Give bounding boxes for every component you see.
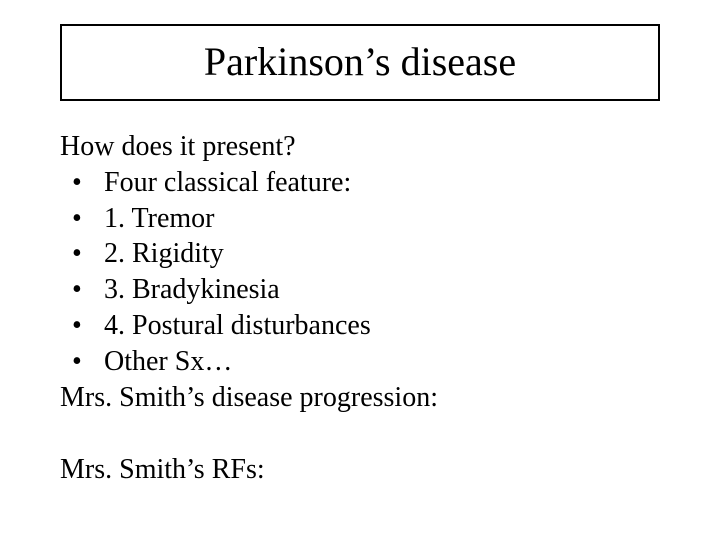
bullet-list: Four classical feature: 1. Tremor 2. Rig… <box>60 165 660 380</box>
list-item: 3. Bradykinesia <box>60 272 660 308</box>
list-item: Four classical feature: <box>60 165 660 201</box>
list-item: Other Sx… <box>60 344 660 380</box>
title-box: Parkinson’s disease <box>60 24 660 101</box>
slide-title: Parkinson’s disease <box>62 38 658 85</box>
intro-line: How does it present? <box>60 129 660 165</box>
list-item: 4. Postural disturbances <box>60 308 660 344</box>
progression-line: Mrs. Smith’s disease progression: <box>60 380 660 416</box>
list-item: 1. Tremor <box>60 201 660 237</box>
list-item: 2. Rigidity <box>60 236 660 272</box>
blank-gap <box>60 416 660 452</box>
slide-content: How does it present? Four classical feat… <box>60 129 660 487</box>
rfs-line: Mrs. Smith’s RFs: <box>60 452 660 488</box>
